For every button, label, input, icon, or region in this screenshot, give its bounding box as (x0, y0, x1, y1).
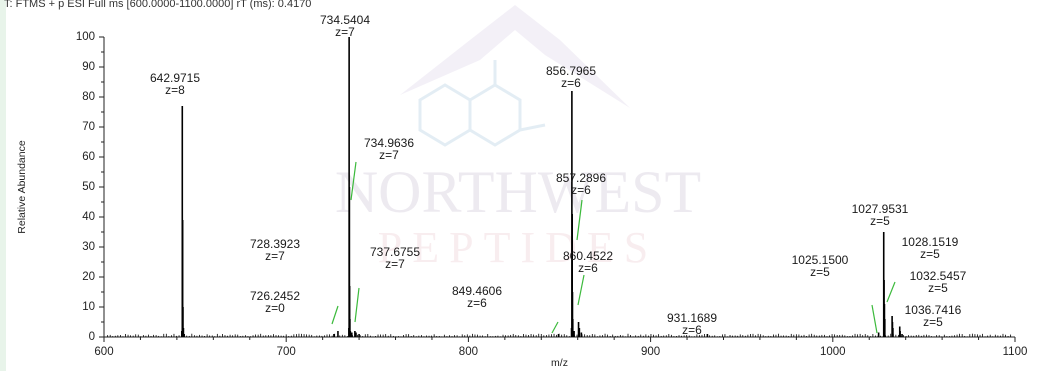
label-guide-line (871, 304, 878, 334)
peak-label-mz: 931.1689 (667, 311, 717, 325)
peak-label-mz: 849.4606 (452, 284, 502, 298)
scan-header: T: FTMS + p ESI Full ms [600.0000-1100.0… (4, 0, 311, 10)
y-tick-label: 10 (82, 301, 95, 313)
label-guide-line (354, 287, 360, 323)
peak-label-mz: 642.9715 (150, 71, 200, 85)
y-tick-label: 70 (82, 121, 95, 133)
watermark-line1: NORTHWEST (335, 159, 701, 225)
peak-label-charge: z=5 (920, 247, 940, 261)
y-tick-label: 60 (82, 151, 95, 163)
peak-label-charge: z=5 (928, 281, 948, 295)
peak-label-mz: 1025.1500 (792, 253, 849, 267)
peak-label-mz: 734.5404 (320, 13, 370, 27)
left-accent-band (0, 0, 6, 371)
label-guide-line (886, 281, 896, 303)
label-guide-line (576, 199, 583, 241)
peak-label-charge: z=7 (379, 148, 399, 162)
y-tick-label: 80 (82, 91, 95, 103)
peak-label-charge: z=6 (682, 323, 702, 337)
peak-label-mz: 1036.7416 (905, 303, 962, 317)
x-tick-label: 1000 (820, 346, 846, 358)
peak-label-mz: 1032.5457 (910, 269, 967, 283)
peak-label-charge: z=6 (578, 261, 598, 275)
peaks (107, 37, 1012, 337)
peak-label-charge: z=6 (467, 296, 487, 310)
y-tick-label: 40 (82, 211, 95, 223)
y-tick-label: 20 (82, 271, 95, 283)
label-guide-line (350, 161, 357, 201)
peak-label-mz: 726.2452 (250, 289, 300, 303)
peak-label-charge: z=6 (571, 183, 591, 197)
peak-label-charge: z=0 (265, 301, 285, 315)
watermark-molecule-icon (418, 60, 546, 147)
peak-label-mz: 737.6755 (370, 245, 420, 259)
label-guide-line (577, 274, 585, 306)
peak-label-mz: 728.3923 (250, 237, 300, 251)
label-guide-line (331, 305, 339, 325)
peak-label-charge: z=6 (561, 76, 581, 90)
peak-label-mz: 734.9636 (364, 136, 414, 150)
peak-label-charge: z=7 (265, 249, 285, 263)
peak-label-charge: z=7 (335, 25, 355, 39)
y-tick-label: 0 (89, 331, 95, 343)
peak-label-mz: 1028.1519 (902, 235, 959, 249)
peak-label-charge: z=8 (165, 83, 185, 97)
x-tick-label: 800 (459, 346, 478, 358)
watermark-logo: NORTHWEST PEPTIDES (335, 5, 701, 272)
label-guides (331, 161, 896, 334)
y-tick-label: 100 (76, 31, 95, 43)
y-tick-label: 90 (82, 61, 95, 73)
y-tick-label: 50 (82, 181, 95, 193)
watermark-line2: PEPTIDES (378, 223, 658, 272)
x-tick-label: 900 (641, 346, 660, 358)
label-guide-line (551, 321, 559, 334)
x-tick-label: 1100 (1003, 346, 1028, 358)
peak-label-charge: z=7 (385, 257, 405, 271)
y-tick-label: 30 (82, 241, 95, 253)
peak-label-mz: 1027.9531 (852, 202, 909, 216)
watermark-mountain (400, 5, 630, 108)
peak-label-mz: 860.4522 (563, 249, 613, 263)
peak-label-mz: 856.7965 (546, 64, 596, 78)
x-tick-label: 600 (94, 346, 113, 358)
peak-label-charge: z=5 (923, 315, 943, 329)
peak-labels: 642.9715z=8734.5404z=7734.9636z=7728.392… (150, 13, 967, 337)
peak-label-charge: z=5 (870, 214, 890, 228)
x-axis-title: m/z (551, 357, 568, 369)
peak-label-mz: 857.2896 (556, 171, 606, 185)
y-axis-title: Relative Abundance (16, 140, 28, 234)
x-tick-label: 700 (277, 346, 296, 358)
peak-label-charge: z=5 (810, 265, 830, 279)
